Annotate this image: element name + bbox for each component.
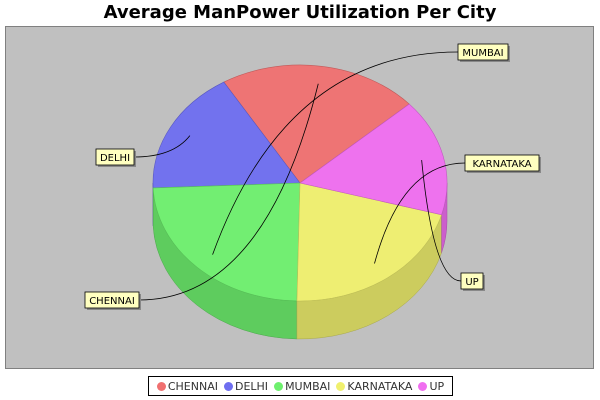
legend-swatch-delhi [223,381,233,391]
legend-item-up: UP [418,380,444,393]
legend-label-chennai: CHENNAI [167,379,218,393]
legend-label-up: UP [429,379,445,393]
label-box-karnataka [464,154,540,172]
legend-label-delhi: DELHI [234,379,269,393]
label-box-mumbai [457,43,509,61]
pie-slice-delhi [152,81,301,189]
legend-swatch-chennai [156,381,166,391]
pie-slice-chennai [223,64,410,184]
label-box-chennai [84,291,140,309]
legend-label-mumbai: MUMBAI [285,379,331,393]
chart-title: Average ManPower Utilization Per City [103,2,497,23]
legend-swatch-karnataka [336,381,346,391]
pie-slice-up [299,103,448,216]
leader-line-mumbai [212,51,459,255]
label-box-delhi [95,148,135,166]
legend-label-karnataka: KARNATAKA [347,379,413,393]
pie-slice-mumbai [152,182,301,302]
chart-legend: CHENNAI DELHI MUMBAI KARNATAKA UP [148,376,453,396]
legend-item-karnataka: KARNATAKA [336,380,412,393]
legend-swatch-up [418,381,428,391]
legend-item-mumbai: MUMBAI [274,380,330,393]
label-box-up [460,272,484,290]
slice-label-delhi: DELHI [100,153,130,164]
leader-line-up [421,160,462,282]
slice-label-chennai: CHENNAI [89,296,135,307]
leader-line-chennai [138,83,319,301]
leader-line-delhi [133,135,191,158]
slice-label-up: UP [465,277,478,288]
leader-line-karnataka [374,162,466,264]
slice-label-karnataka: KARNATAKA [472,159,531,170]
legend-swatch-mumbai [274,381,284,391]
pie-labels: CHENNAI DELHI MUMBAI KARNATAKA UP [84,43,541,310]
pie-slice-karnataka [296,182,442,302]
legend-item-chennai: CHENNAI [156,379,218,393]
legend-item-delhi: DELHI [223,379,269,393]
pie-top [152,64,448,302]
slice-label-mumbai: MUMBAI [462,48,503,59]
